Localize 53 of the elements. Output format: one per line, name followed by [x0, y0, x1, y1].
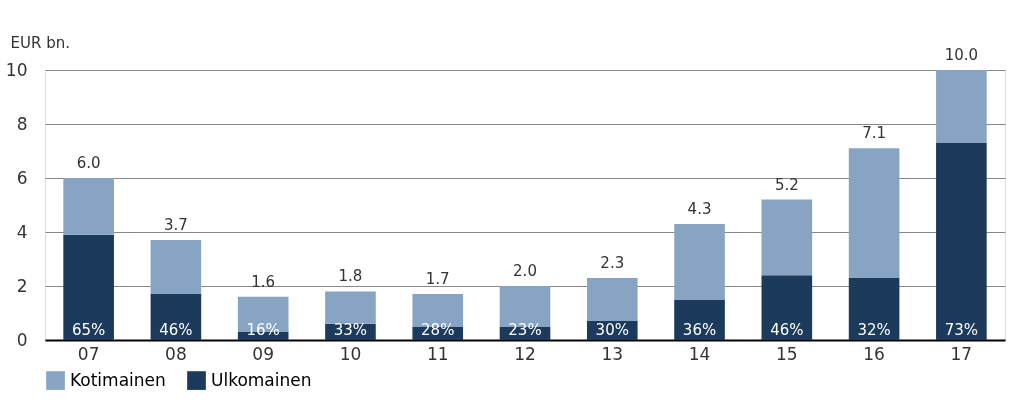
annotation: 32% [857, 321, 891, 339]
bar [761, 275, 813, 340]
bar [848, 277, 900, 340]
bar [674, 223, 725, 300]
total-label: 4.3 [687, 199, 712, 218]
annotation: 33% [333, 321, 368, 339]
annotation: 23% [508, 321, 542, 339]
bar [325, 291, 376, 324]
legend-label: Ulkomainen [211, 369, 312, 390]
annotation: 46% [159, 321, 193, 339]
bar [936, 142, 987, 340]
total-label: 2.3 [600, 253, 625, 272]
total-label: 6.0 [76, 154, 101, 172]
y-tick-label: 2 [16, 275, 28, 296]
bar [586, 277, 638, 322]
annotation: 46% [770, 321, 804, 339]
x-tick-label: 12 [514, 343, 536, 364]
bar [150, 240, 202, 295]
x-tick-label: 14 [688, 343, 711, 364]
x-tick-label: 16 [863, 343, 885, 364]
y-tick-label: 10 [5, 59, 28, 80]
bar [936, 70, 987, 143]
y-axis-title: EUR bn. [10, 33, 70, 52]
x-tick-label: 07 [77, 343, 100, 364]
annotation: 28% [421, 321, 455, 339]
total-label: 1.7 [425, 270, 450, 289]
total-label: 3.7 [163, 216, 188, 235]
annotation: 65% [71, 321, 106, 339]
y-tick-label: 0 [16, 329, 28, 350]
x-tick-label: 17 [950, 343, 973, 364]
bar [63, 178, 114, 235]
legend-label: Kotimainen [70, 369, 166, 390]
bar [761, 199, 813, 276]
x-tick-label: 13 [601, 343, 624, 364]
total-label: 1.8 [338, 267, 363, 286]
total-label: 2.0 [513, 262, 537, 280]
y-tick-label: 6 [16, 167, 28, 188]
total-label: 10.0 [944, 46, 979, 64]
bar [848, 148, 900, 278]
total-label: 7.1 [862, 124, 887, 143]
bar [63, 234, 114, 340]
annotation: 73% [944, 321, 979, 339]
total-label: 5.2 [774, 175, 799, 194]
x-tick-label: 10 [339, 343, 362, 364]
y-tick-label: 8 [16, 113, 28, 134]
y-tick-label: 4 [16, 221, 28, 242]
annotation: 30% [595, 321, 629, 339]
x-tick-label: 08 [165, 343, 187, 364]
x-tick-label: 09 [252, 343, 274, 364]
x-tick-label: 15 [776, 343, 798, 364]
total-label: 1.6 [251, 272, 276, 291]
x-tick-label: 11 [426, 343, 449, 364]
annotation: 36% [682, 321, 717, 339]
